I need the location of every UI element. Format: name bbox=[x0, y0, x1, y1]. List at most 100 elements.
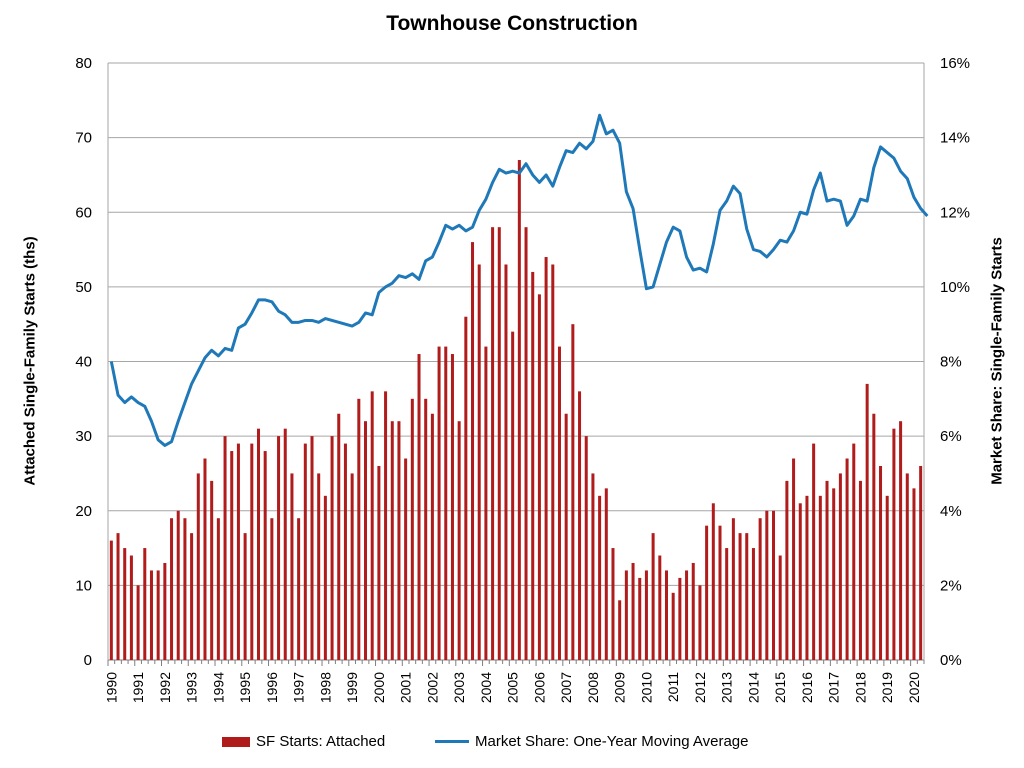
bar bbox=[805, 495, 809, 660]
bar bbox=[691, 562, 695, 660]
right-tick-label: 4% bbox=[940, 503, 962, 520]
chart-title: Townhouse Construction bbox=[386, 12, 638, 35]
bar bbox=[484, 346, 488, 660]
bar bbox=[477, 264, 481, 660]
bar bbox=[825, 480, 829, 660]
x-tick-label: 1995 bbox=[237, 672, 253, 703]
bar bbox=[364, 421, 368, 660]
x-tick-label: 2019 bbox=[879, 672, 895, 703]
bar bbox=[230, 451, 234, 660]
bar bbox=[390, 421, 394, 660]
legend-bar-swatch bbox=[222, 736, 250, 747]
bar bbox=[725, 548, 729, 660]
bar bbox=[149, 570, 153, 660]
bar bbox=[377, 465, 381, 660]
x-tick-label: 2005 bbox=[505, 672, 521, 703]
bar bbox=[116, 533, 120, 660]
bar bbox=[170, 518, 174, 660]
bar bbox=[524, 227, 528, 661]
x-tick-label: 1999 bbox=[344, 672, 360, 703]
x-tick-label: 1997 bbox=[291, 672, 307, 703]
bar bbox=[444, 346, 448, 660]
left-tick-label: 30 bbox=[75, 428, 92, 445]
bar bbox=[250, 443, 254, 660]
bar bbox=[638, 577, 642, 660]
bar bbox=[129, 555, 133, 660]
x-tick-label: 2008 bbox=[585, 672, 601, 703]
bar bbox=[283, 428, 287, 660]
bar bbox=[751, 548, 755, 660]
bar bbox=[256, 428, 260, 660]
right-tick-label: 10% bbox=[940, 279, 970, 296]
right-tick-label: 2% bbox=[940, 577, 962, 594]
bar bbox=[471, 242, 475, 660]
bar bbox=[544, 257, 548, 660]
bar bbox=[852, 443, 856, 660]
x-tick-label: 1998 bbox=[317, 672, 333, 703]
bar bbox=[872, 413, 876, 660]
bar bbox=[450, 354, 454, 660]
bar bbox=[671, 592, 675, 660]
bar bbox=[310, 436, 314, 660]
bar bbox=[604, 488, 608, 660]
bar bbox=[203, 458, 207, 660]
bar bbox=[591, 473, 595, 660]
bar bbox=[511, 331, 515, 660]
bar bbox=[624, 570, 628, 660]
legend-line-swatch bbox=[435, 740, 469, 743]
right-tick-label: 8% bbox=[940, 354, 962, 371]
bar bbox=[885, 495, 889, 660]
x-tick-label: 2020 bbox=[906, 672, 922, 703]
bar bbox=[404, 458, 408, 660]
x-tick-label: 1994 bbox=[210, 672, 226, 703]
bar bbox=[210, 480, 214, 660]
x-tick-label: 2012 bbox=[692, 672, 708, 703]
x-tick-label: 1996 bbox=[264, 672, 280, 703]
bar bbox=[497, 227, 501, 661]
bar bbox=[664, 570, 668, 660]
bar bbox=[905, 473, 909, 660]
x-tick-label: 2003 bbox=[451, 672, 467, 703]
bar bbox=[504, 264, 508, 660]
bar bbox=[303, 443, 307, 660]
bar bbox=[323, 495, 327, 660]
x-tick-label: 1993 bbox=[184, 672, 200, 703]
x-tick-label: 2014 bbox=[745, 672, 761, 703]
left-tick-label: 60 bbox=[75, 204, 92, 221]
bar bbox=[397, 421, 401, 660]
bar bbox=[772, 510, 776, 660]
bar bbox=[196, 473, 200, 660]
x-tick-label: 2006 bbox=[531, 672, 547, 703]
x-tick-label: 2000 bbox=[371, 672, 387, 703]
bar bbox=[337, 413, 341, 660]
x-tick-label: 2010 bbox=[638, 672, 654, 703]
bar bbox=[631, 562, 635, 660]
x-tick-label: 2013 bbox=[719, 672, 735, 703]
legend-item-line: Market Share: One-Year Moving Average bbox=[435, 733, 749, 750]
bar bbox=[738, 533, 742, 660]
bar bbox=[437, 346, 441, 660]
bar bbox=[417, 354, 421, 660]
bar bbox=[163, 562, 167, 660]
bar bbox=[879, 465, 883, 660]
bar bbox=[457, 421, 461, 660]
bar bbox=[190, 533, 194, 660]
bar bbox=[731, 518, 735, 660]
x-tick-label: 1992 bbox=[157, 672, 173, 703]
bar bbox=[658, 555, 662, 660]
left-tick-label: 70 bbox=[75, 130, 92, 147]
right-tick-label: 14% bbox=[940, 130, 970, 147]
bar bbox=[537, 294, 541, 660]
right-tick-label: 6% bbox=[940, 428, 962, 445]
right-tick-label: 0% bbox=[940, 652, 962, 669]
x-tick-label: 1991 bbox=[130, 672, 146, 703]
bar bbox=[517, 160, 521, 660]
bar bbox=[858, 480, 862, 660]
bar bbox=[892, 428, 896, 660]
bar bbox=[584, 436, 588, 660]
bar bbox=[812, 443, 816, 660]
bar bbox=[758, 518, 762, 660]
bar bbox=[290, 473, 294, 660]
right-tick-label: 16% bbox=[940, 55, 970, 72]
